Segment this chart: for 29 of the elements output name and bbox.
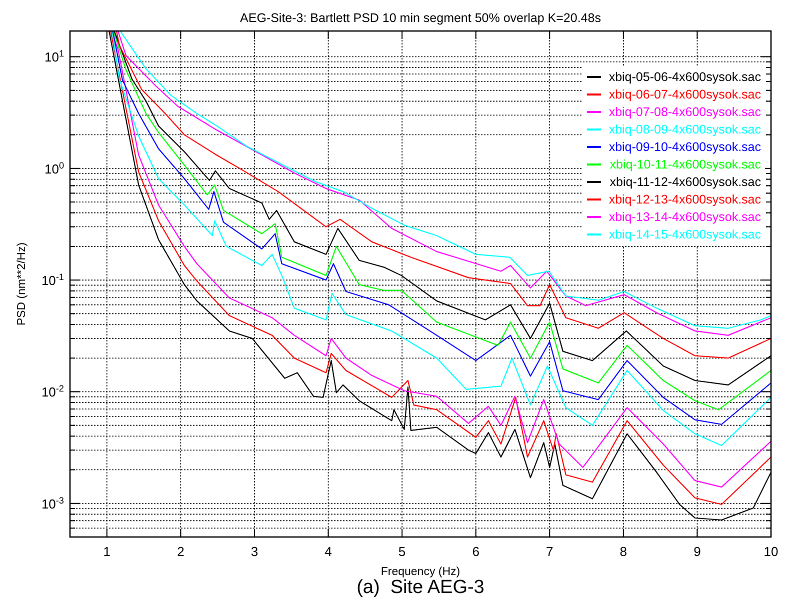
legend-label: xbiq-14-15-4x600sysok.sac <box>608 228 761 242</box>
y-axis-title: PSD (nm**2/Hz) <box>16 242 28 326</box>
x-tick-label: 3 <box>250 544 258 559</box>
y-tick-label: 10$^{0}$ <box>44 160 64 176</box>
y-tick-label: 10$^{1}$ <box>44 48 64 65</box>
x-tick-label: 4 <box>324 544 332 559</box>
x-tick-label: 8 <box>620 544 628 559</box>
y-tick-label: 10$^{-3}$ <box>41 495 64 512</box>
legend-label: xbiq-10-11-4x600sysok.sac <box>610 158 761 172</box>
legend-label: xbiq-08-09-4x600sysok.sac <box>608 122 761 136</box>
x-tick-label: 9 <box>694 544 701 559</box>
x-tick-label: 7 <box>546 544 554 559</box>
legend-label: xbiq-12-13-4x600sysok.sac <box>608 192 761 206</box>
y-tick-label: 10$^{-1}$ <box>41 272 64 288</box>
legend-label: xbiq-05-06-4x600sysok.sac <box>608 70 761 84</box>
y-tick-label: 10$^{-2}$ <box>41 384 64 400</box>
text: (a) Site AEG-3 <box>356 577 484 598</box>
legend-label: xbiq-09-10-4x600sysok.sac <box>608 140 761 154</box>
x-axis-title: Frequency (Hz) <box>380 566 460 578</box>
x-tick-label: 10 <box>764 544 778 559</box>
legend-label: xbiq-13-14-4x600sysok.sac <box>608 210 761 224</box>
x-tick-label: 6 <box>472 544 480 559</box>
x-tick-label: 2 <box>177 544 184 559</box>
x-tick-label: 1 <box>103 544 111 559</box>
x-tick-label: 5 <box>398 544 406 559</box>
legend-label: xbiq-11-12-4x600sysok.sac <box>610 175 761 189</box>
legend-label: xbiq-07-08-4x600sysok.sac <box>608 105 761 119</box>
legend-label: xbiq-06-07-4x600sysok.sac <box>608 88 761 102</box>
chart-title: AEG-Site-3: Bartlett PSD 10 min segment 50% overlap K=20.48s <box>240 11 601 25</box>
